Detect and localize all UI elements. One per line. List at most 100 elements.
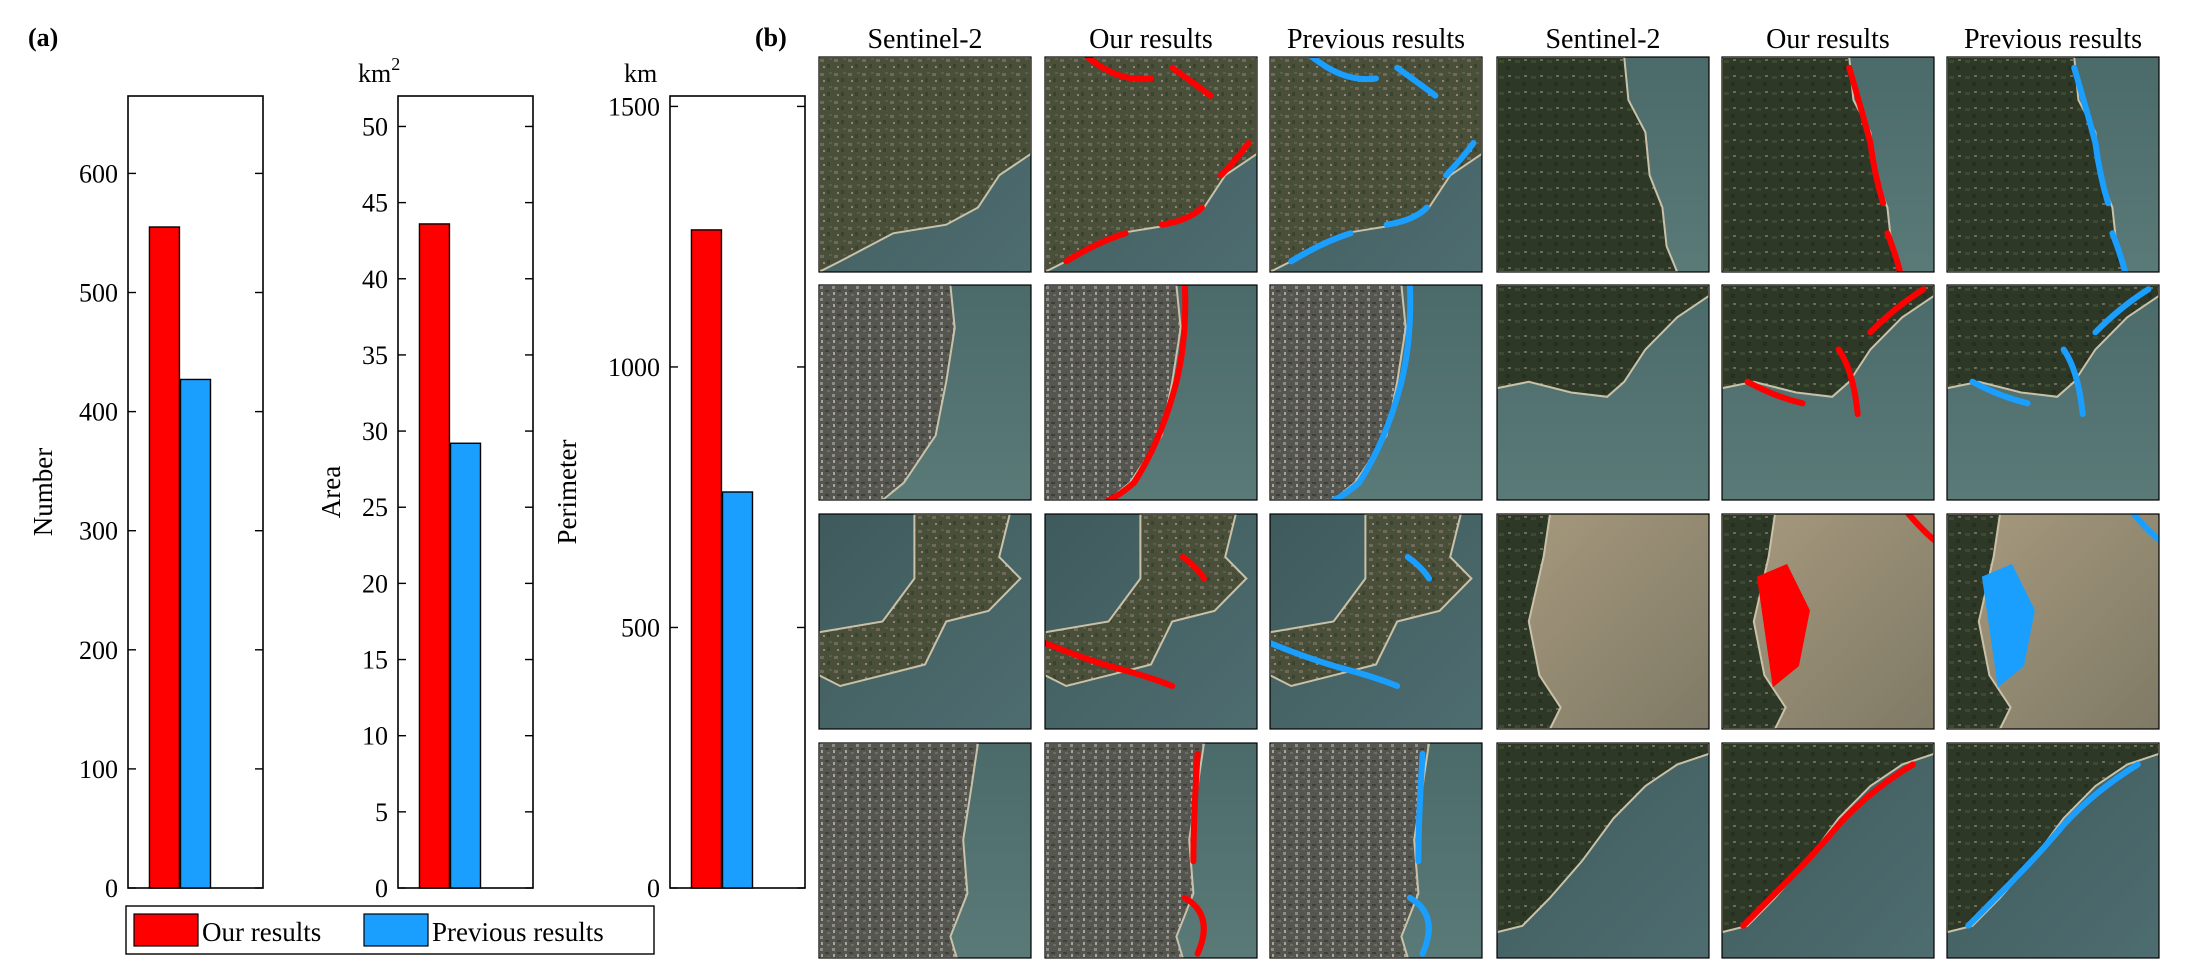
satellite-image [1947, 743, 2159, 958]
y-tick-label: 40 [362, 265, 388, 294]
land-area [1497, 743, 1709, 934]
satellite-image [1722, 285, 1934, 500]
tile-border [1721, 56, 1935, 273]
column-header: Our results [1089, 24, 1213, 55]
overlay-previous-results [1270, 554, 1432, 689]
y-tick-label: 20 [362, 569, 388, 598]
satellite-image [1722, 743, 1934, 958]
y-tick-label: 15 [362, 646, 388, 675]
bar-chart-2: 0 5 10 15 20 25 30 35 40 45 50 Area km2 [316, 54, 534, 903]
y-tick-label: 0 [647, 874, 660, 903]
legend-swatch-previous [363, 913, 429, 947]
land-area [819, 743, 980, 958]
land-area [1497, 285, 1709, 398]
bar-chart-1: 0 100 200 300 400 500 600 Number [28, 95, 264, 903]
tile-border [1044, 513, 1258, 730]
column-header: Sentinel-2 [1545, 24, 1660, 55]
legend-label-previous: Previous results [432, 917, 604, 947]
y-tick-label: 50 [362, 112, 388, 141]
bar-chart-3: 0 500 1000 1500 Perimeter km [552, 59, 806, 903]
land-area [819, 57, 1031, 272]
image-tile [1946, 513, 2160, 730]
satellite-image [1947, 514, 2159, 729]
tile-border [1496, 513, 1710, 730]
image-tile [818, 284, 1032, 501]
y-tick-label: 0 [375, 874, 388, 903]
image-tile [1946, 284, 2160, 501]
tile-border [1496, 284, 1710, 501]
overlay-previous-results [1406, 750, 1432, 957]
overlay-previous-results [1969, 286, 2152, 417]
y-tick-label: 1500 [608, 92, 660, 121]
bar-ours [418, 223, 451, 889]
overlay-our-results [1045, 554, 1207, 689]
y-tick-label: 0 [105, 874, 118, 903]
bar-previous [721, 491, 754, 889]
overlay-previous-results [1288, 57, 1477, 265]
satellite-image [819, 743, 1031, 958]
image-tile [1044, 513, 1258, 730]
image-tile [1496, 56, 1710, 273]
tile-border [818, 742, 1032, 959]
satellite-image [1270, 514, 1482, 729]
image-tile [1496, 284, 1710, 501]
bar-previous [449, 442, 482, 889]
tile-border [1044, 742, 1258, 959]
satellite-image [1497, 285, 1709, 500]
y-tick-label: 45 [362, 189, 388, 218]
tile-border [1496, 56, 1710, 273]
satellite-image [1497, 514, 1709, 729]
panel-b-label: (b) [755, 23, 787, 52]
y-axis-label: Perimeter [552, 440, 582, 545]
image-tile [1721, 742, 1935, 959]
land-area [1947, 743, 2159, 934]
image-tile [818, 56, 1032, 273]
image-tile [1946, 742, 2160, 959]
y-tick-label: 25 [362, 493, 388, 522]
tile-border [1269, 513, 1483, 730]
tile-border [1946, 284, 2160, 501]
overlay-previous-results [1330, 285, 1414, 500]
overlay-our-results [1740, 761, 1916, 929]
satellite-image [1722, 57, 1934, 272]
satellite-image [1947, 285, 2159, 500]
image-tile [1044, 56, 1258, 273]
column-header: Previous results [1287, 24, 1465, 55]
y-tick-label: 500 [79, 279, 118, 308]
overlay-our-results [1181, 750, 1207, 957]
tile-border [1496, 742, 1710, 959]
land-area [1722, 743, 1934, 934]
y-axis-label: Area [316, 466, 346, 518]
tile-border [1269, 742, 1483, 959]
bar-previous [179, 378, 212, 889]
tile-border [1721, 284, 1935, 501]
panel-a-label: (a) [28, 23, 58, 52]
land-area [819, 285, 956, 500]
tile-border [1721, 742, 1935, 959]
satellite-image [819, 57, 1031, 272]
y-tick-label: 100 [79, 755, 118, 784]
image-tile [818, 742, 1032, 959]
column-header: Sentinel-2 [867, 24, 982, 55]
column-header: Previous results [1964, 24, 2142, 55]
y-axis-label: Number [28, 448, 58, 536]
tile-border [1269, 284, 1483, 501]
column-header: Our results [1766, 24, 1890, 55]
land-area [819, 514, 1022, 688]
satellite-image [1270, 57, 1482, 272]
y-tick-label: 400 [79, 398, 118, 427]
panel-b: (b) Sentinel-2 Our results Previous results… [755, 23, 2160, 959]
tile-border [1721, 513, 1935, 730]
image-tile [1044, 742, 1258, 959]
tile-border [818, 284, 1032, 501]
image-tile [1269, 56, 1483, 273]
tile-border [1269, 56, 1483, 273]
image-tile [1496, 513, 1710, 730]
image-tile [1946, 56, 2160, 273]
legend: Our results Previous results [125, 905, 655, 955]
y-tick-label: 200 [79, 636, 118, 665]
satellite-image [819, 514, 1031, 729]
satellite-image [1045, 743, 1257, 958]
tile-border [818, 513, 1032, 730]
